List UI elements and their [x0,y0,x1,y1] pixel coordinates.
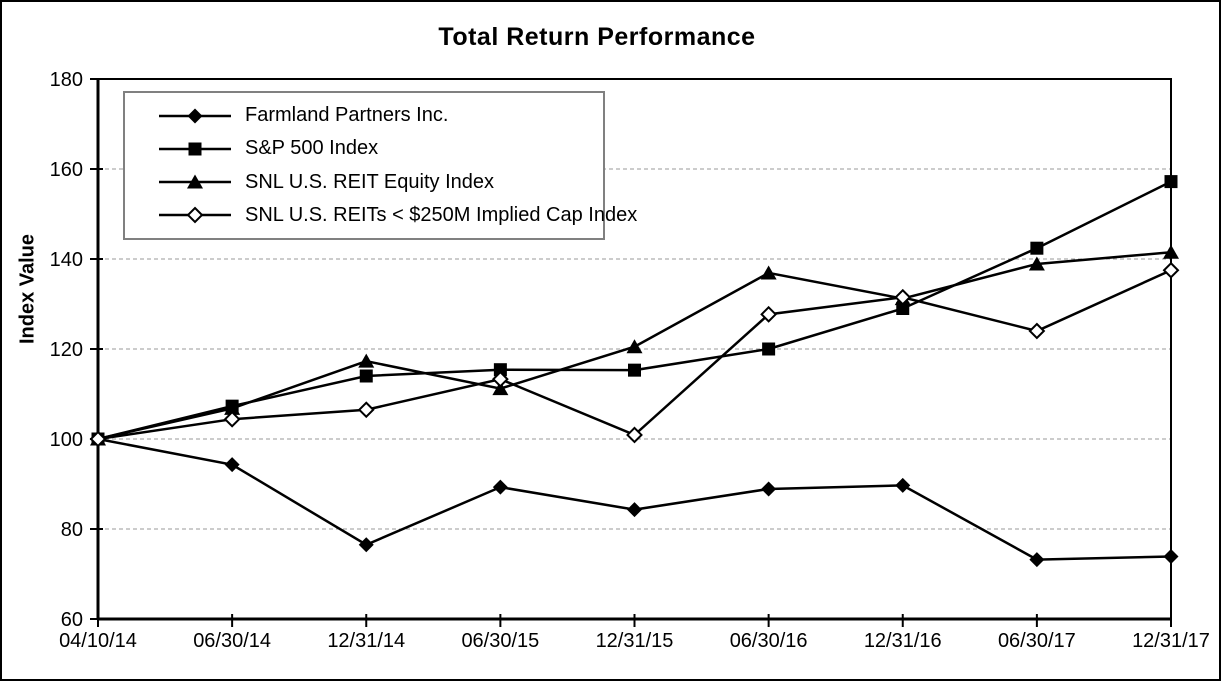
triangle-filled-marker-icon [626,339,643,354]
y-tick-label: 160 [50,159,83,181]
diamond-open-marker-icon [894,288,912,306]
triangle-filled-marker-icon [492,381,509,396]
legend-item-sp500: S&P 500 Index [157,137,603,160]
triangle-filled-marker-icon [1163,244,1179,259]
chart-title: Total Return Performance [438,23,756,51]
diamond-open-marker-icon [491,370,509,388]
diamond-open-marker-icon [357,401,375,419]
diamond-filled-marker-icon [895,477,911,493]
square-filled-marker-icon [1030,241,1044,255]
diamond-filled-marker-icon [224,457,240,473]
y-tick-label: 60 [61,609,83,631]
diamond-filled-marker-icon [1029,552,1045,568]
x-tick-label: 12/31/15 [596,630,674,652]
diamond-filled-marker-icon [761,481,777,497]
legend-label: Farmland Partners Inc. [245,104,449,127]
y-tick-label: 80 [61,519,83,541]
y-tick-label: 100 [50,429,83,451]
square-filled-marker-icon [493,363,507,377]
diamond-filled-marker-icon [627,502,642,518]
y-tick-label: 140 [50,249,83,271]
series-line-0 [97,437,1172,561]
square-filled-marker-icon [762,342,776,356]
x-tick-label: 12/31/16 [864,630,942,652]
series-line-3 [97,269,1172,441]
x-tick-label: 12/31/17 [1132,630,1210,652]
triangle-filled-marker-icon [358,353,375,368]
diamond-open-marker-icon [223,410,241,428]
legend-label: SNL U.S. REIT Equity Index [245,170,494,193]
legend-label: S&P 500 Index [245,137,379,160]
diamond-filled-marker-icon [1163,548,1179,564]
square-filled-marker-icon [159,142,231,156]
diamond-open-marker-icon [626,426,643,444]
triangle-filled-marker-icon [159,174,231,189]
x-tick-label: 06/30/16 [730,630,808,652]
square-filled-marker-icon [896,302,910,315]
chart-legend: Farmland Partners Inc. S&P 500 Index SNL… [123,91,637,240]
triangle-filled-marker-icon [224,400,241,415]
y-tick-label: 120 [50,339,83,361]
diamond-open-marker-icon [159,206,231,224]
triangle-filled-marker-icon [760,265,777,280]
diamond-open-marker-icon [89,430,107,448]
square-filled-marker-icon [359,369,373,383]
x-tick-label: 06/30/17 [998,630,1076,652]
triangle-filled-marker-icon [1028,256,1045,271]
square-filled-marker-icon [628,363,641,377]
legend-label: SNL U.S. REITs < $250M Implied Cap Index [245,203,638,226]
x-tick-label: 06/30/14 [193,630,271,652]
x-tick-label: 04/10/14 [59,630,137,652]
diamond-open-marker-icon [1162,261,1180,279]
diamond-filled-marker-icon [492,479,508,495]
x-tick-label: 06/30/15 [461,630,539,652]
legend-item-farmland: Farmland Partners Inc. [157,104,603,127]
square-filled-marker-icon [1164,175,1178,189]
x-tick-label: 12/31/14 [327,630,405,652]
diamond-filled-marker-icon [358,537,374,553]
legend-item-snl-reit: SNL U.S. REIT Equity Index [157,171,603,194]
diamond-filled-marker-icon [159,108,231,124]
diamond-open-marker-icon [760,305,778,323]
diamond-open-marker-icon [1028,322,1046,340]
y-tick-label: 180 [50,69,83,91]
legend-item-snl-250m: SNL U.S. REITs < $250M Implied Cap Index [157,204,637,227]
